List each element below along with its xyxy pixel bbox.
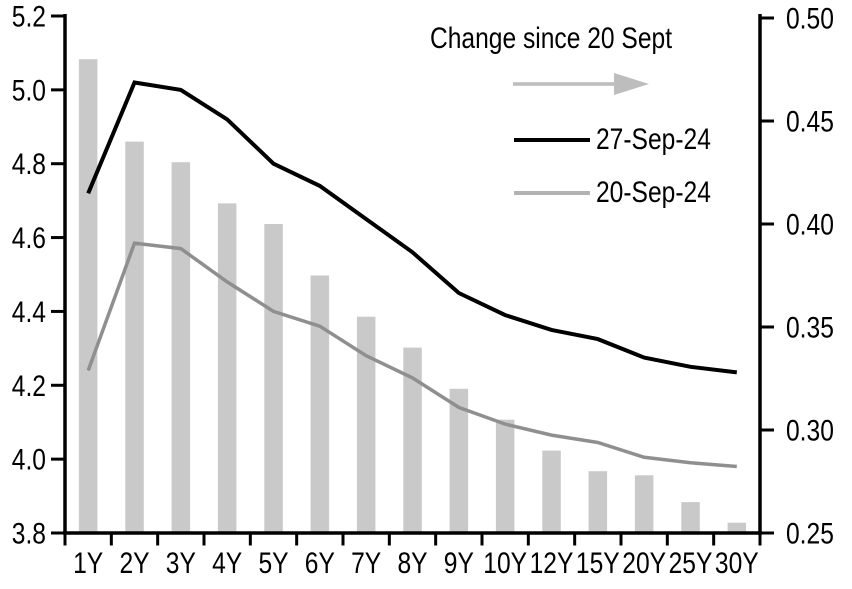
x-axis-label-4y: 4Y [212, 547, 242, 580]
x-axis-label-8y: 8Y [397, 547, 427, 580]
bar-9y [449, 388, 469, 534]
x-axis-label-10y: 10Y [483, 547, 527, 580]
right-axis-tick-label: 0.45 [786, 106, 834, 139]
bar-25y [681, 502, 700, 534]
x-axis-label-9y: 9Y [444, 547, 474, 580]
x-axis-label-15y: 15Y [576, 547, 620, 580]
right-axis-tick-label: 0.35 [786, 312, 834, 345]
bar-20y [634, 475, 654, 534]
x-axis-label-25y: 25Y [669, 547, 713, 580]
left-axis-tick-label: 5.0 [12, 74, 46, 107]
x-axis-label-2y: 2Y [119, 547, 149, 580]
x-axis-label-1y: 1Y [73, 547, 103, 580]
bar-6y [310, 275, 330, 534]
x-axis-label-3y: 3Y [166, 547, 196, 580]
bar-10y [495, 419, 515, 534]
bar-4y [217, 203, 237, 534]
bar-5y [264, 224, 283, 534]
bar-7y [356, 316, 376, 534]
bar-8y [403, 347, 422, 534]
left-axis-tick-label: 5.2 [12, 1, 46, 34]
left-axis-tick-label: 4.2 [12, 370, 46, 403]
bar-3y [171, 162, 191, 534]
right-axis-tick-label: 0.30 [786, 415, 834, 448]
left-axis-tick-label: 3.8 [12, 518, 46, 551]
x-axis-label-5y: 5Y [258, 547, 288, 580]
left-axis-tick-label: 4.8 [12, 148, 46, 181]
line-27-sep-24 [86, 80, 738, 375]
bar-30y [727, 522, 747, 534]
left-axis-tick-label: 4.0 [12, 444, 46, 477]
bar-2y [125, 141, 144, 534]
bar-15y [588, 471, 608, 534]
left-axis-tick-label: 4.6 [12, 222, 46, 255]
left-axis-tick-label: 4.4 [12, 296, 46, 329]
right-axis-tick-label: 0.40 [786, 209, 834, 242]
bar-1y [78, 59, 98, 534]
x-axis-label-12y: 12Y [530, 547, 574, 580]
right-axis-tick-label: 0.25 [786, 518, 834, 551]
right-axis-tick-label: 0.50 [786, 3, 834, 36]
x-axis-label-7y: 7Y [351, 547, 381, 580]
bar-12y [542, 450, 561, 534]
x-axis-label-6y: 6Y [305, 547, 335, 580]
x-axis-label-30y: 30Y [715, 547, 759, 580]
line-20-sep-24 [86, 241, 737, 469]
x-axis-label-20y: 20Y [622, 547, 666, 580]
